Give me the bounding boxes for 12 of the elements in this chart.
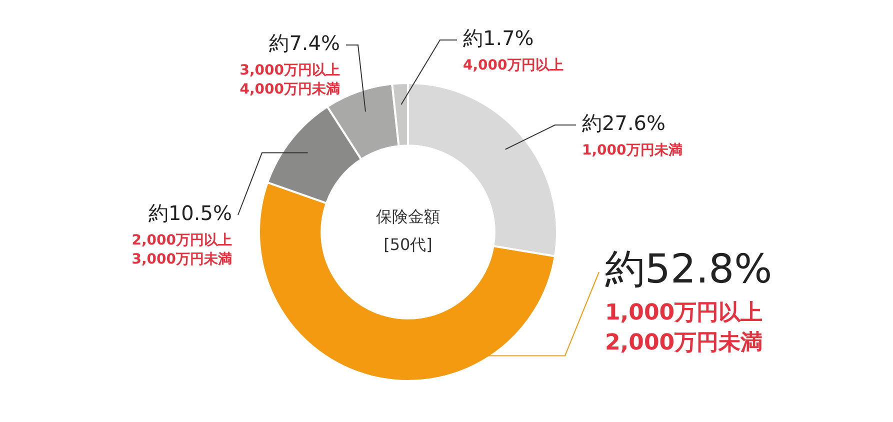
data-label: 約27.6% [582, 111, 666, 136]
data-label: 約52.8% [605, 246, 772, 292]
data-label: 約10.5% [148, 201, 232, 226]
slice-label: 1,000万円以上 2,000万円未満 [605, 300, 763, 356]
data-label: 約1.7% [463, 26, 534, 50]
slice-label: 4,000万円以上 [463, 58, 564, 74]
slice-label: 3,000万円以上 4,000万円未満 [240, 62, 340, 98]
text: [50代] [384, 235, 432, 254]
text: 保険金額 [376, 207, 440, 226]
data-label: 約7.4% [269, 31, 340, 56]
slice-label: 1,000万円未満 [582, 142, 682, 159]
slice-label: 2,000万円以上 3,000万円未満 [132, 232, 232, 268]
